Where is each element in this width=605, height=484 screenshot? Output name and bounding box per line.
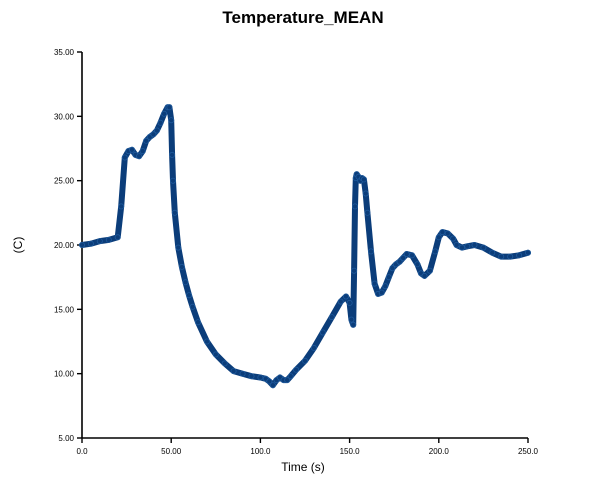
data-point [169, 151, 176, 158]
y-tick-label: 35.00 [54, 48, 75, 57]
data-point [114, 234, 121, 241]
data-point [189, 303, 196, 310]
data-point [414, 261, 421, 268]
data-point [337, 298, 344, 305]
x-tick-label: 0.0 [76, 447, 88, 456]
x-tick-label: 200.0 [429, 447, 450, 456]
data-point [212, 351, 219, 358]
data-point [178, 263, 185, 270]
data-point [378, 289, 385, 296]
data-point [328, 314, 335, 321]
data-point [171, 209, 178, 216]
data-point [169, 177, 176, 184]
data-point [221, 360, 228, 367]
data-point [408, 252, 415, 259]
data-point [143, 137, 150, 144]
data-point [79, 241, 86, 248]
data-point [194, 319, 201, 326]
data-point [389, 265, 396, 272]
y-tick-label: 25.00 [54, 177, 75, 186]
data-point [396, 258, 403, 265]
data-point [230, 368, 237, 375]
data-point [516, 252, 523, 259]
data-point [175, 244, 182, 251]
data-point [421, 272, 428, 279]
y-tick-label: 30.00 [54, 112, 75, 121]
data-point [136, 153, 143, 160]
data-point [351, 267, 358, 274]
y-tick-label: 5.00 [58, 434, 74, 443]
data-point [350, 321, 357, 328]
data-point [287, 373, 294, 380]
data-point [301, 357, 308, 364]
data-point [150, 131, 157, 138]
data-point [525, 249, 532, 256]
data-point [480, 244, 487, 251]
data-point [346, 299, 353, 306]
y-tick-label: 10.00 [54, 370, 75, 379]
data-point [168, 117, 175, 124]
data-point [96, 238, 103, 245]
data-point [161, 110, 168, 117]
data-point [426, 267, 433, 274]
data-point [118, 203, 125, 210]
data-point [403, 250, 410, 257]
data-point [342, 293, 349, 300]
data-point [310, 344, 317, 351]
x-tick-label: 150.0 [340, 447, 361, 456]
data-point [367, 248, 374, 255]
data-point [284, 377, 291, 384]
data-point [471, 241, 478, 248]
chart-title: Temperature_MEAN [222, 8, 383, 27]
axis-ticks: 5.00 10.00 15.00 20.00 25.00 30.00 35.00 0.0 50.… [54, 48, 539, 456]
data-point [153, 127, 160, 134]
data-point [432, 248, 439, 255]
data-point [382, 283, 389, 290]
series-layer [79, 104, 532, 389]
data-point [435, 234, 442, 241]
data-point [439, 229, 446, 236]
data-point [371, 280, 378, 287]
x-tick-label: 100.0 [250, 447, 271, 456]
data-point [166, 104, 173, 111]
data-point [507, 253, 514, 260]
data-point [458, 244, 465, 251]
data-point [269, 382, 276, 389]
data-point [464, 243, 471, 250]
data-point [105, 236, 112, 243]
x-axis-label: Time (s) [281, 460, 325, 474]
data-point [139, 148, 146, 155]
y-tick-label: 20.00 [54, 241, 75, 250]
data-point [319, 329, 326, 336]
data-point [489, 249, 496, 256]
data-point [121, 154, 128, 161]
data-point [128, 146, 135, 153]
data-point [266, 378, 273, 385]
data-point [351, 203, 358, 210]
data-point [248, 373, 255, 380]
data-point [450, 235, 457, 242]
data-point [444, 230, 451, 237]
data-point [385, 274, 392, 281]
data-point [157, 119, 164, 126]
data-point [87, 240, 94, 247]
data-point [185, 292, 192, 299]
y-tick-label: 15.00 [54, 305, 75, 314]
x-tick-label: 50.00 [161, 447, 182, 456]
data-point [400, 254, 407, 261]
y-axis-label: (C) [11, 237, 25, 254]
data-point [257, 374, 264, 381]
data-point [364, 209, 371, 216]
data-point [498, 253, 505, 260]
data-point [239, 370, 246, 377]
data-point [362, 190, 369, 197]
x-tick-label: 250.0 [518, 447, 539, 456]
data-point [453, 241, 460, 248]
data-point [293, 366, 300, 373]
data-point [203, 338, 210, 345]
data-point [182, 279, 189, 286]
data-point [348, 316, 355, 323]
data-point [360, 176, 367, 183]
